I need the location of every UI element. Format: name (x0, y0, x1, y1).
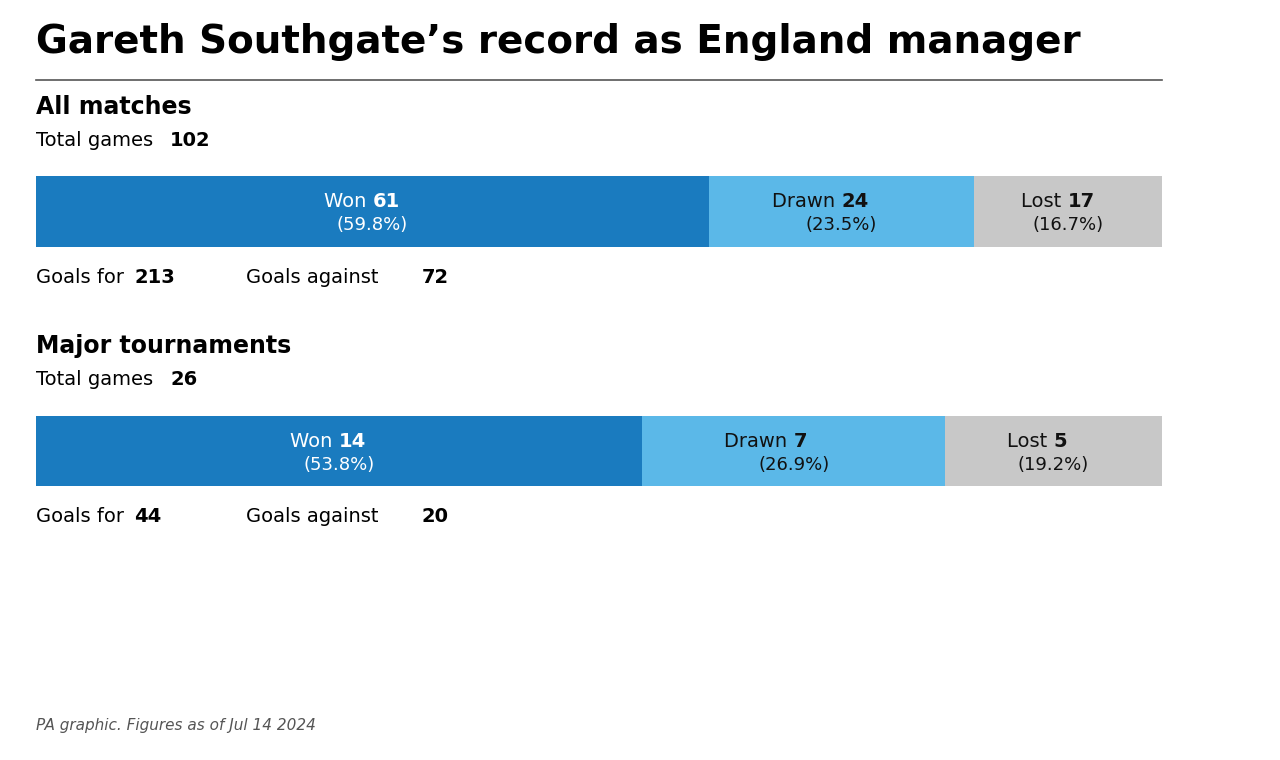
Text: Drawn: Drawn (772, 192, 842, 211)
Text: 17: 17 (1068, 192, 1094, 211)
Text: Drawn: Drawn (724, 432, 794, 451)
Text: (53.8%): (53.8%) (303, 456, 375, 473)
Text: 14: 14 (339, 432, 366, 451)
Text: 72: 72 (421, 268, 449, 287)
Text: 44: 44 (134, 507, 161, 526)
Text: 24: 24 (842, 192, 869, 211)
Text: 61: 61 (372, 192, 399, 211)
Text: (23.5%): (23.5%) (806, 217, 877, 234)
Text: Goals for: Goals for (36, 268, 131, 287)
Text: (59.8%): (59.8%) (337, 217, 408, 234)
Text: 5: 5 (1053, 432, 1068, 451)
Text: 102: 102 (170, 131, 211, 150)
Text: Total games: Total games (36, 370, 159, 389)
Text: PA graphic. Figures as of Jul 14 2024: PA graphic. Figures as of Jul 14 2024 (36, 718, 316, 733)
Bar (974, 176, 1162, 247)
Text: All matches: All matches (36, 95, 192, 119)
Bar (36, 416, 643, 486)
Text: (16.7%): (16.7%) (1032, 217, 1103, 234)
Text: 7: 7 (794, 432, 808, 451)
Text: Lost: Lost (1021, 192, 1068, 211)
Text: Total games: Total games (36, 131, 159, 150)
Bar (945, 416, 1162, 486)
Bar (36, 176, 709, 247)
Text: Goals for: Goals for (36, 507, 131, 526)
Bar (709, 176, 974, 247)
Text: Lost: Lost (1007, 432, 1053, 451)
Text: Gareth Southgate’s record as England manager: Gareth Southgate’s record as England man… (36, 23, 1080, 61)
Text: 213: 213 (134, 268, 175, 287)
Text: Major tournaments: Major tournaments (36, 334, 291, 359)
Text: (19.2%): (19.2%) (1018, 456, 1089, 473)
Text: 26: 26 (170, 370, 197, 389)
Text: 20: 20 (421, 507, 448, 526)
Text: Won: Won (324, 192, 372, 211)
Text: (26.9%): (26.9%) (758, 456, 829, 473)
Text: Goals against: Goals against (246, 268, 384, 287)
Text: Goals against: Goals against (246, 507, 384, 526)
Bar (643, 416, 945, 486)
Text: Won: Won (291, 432, 339, 451)
